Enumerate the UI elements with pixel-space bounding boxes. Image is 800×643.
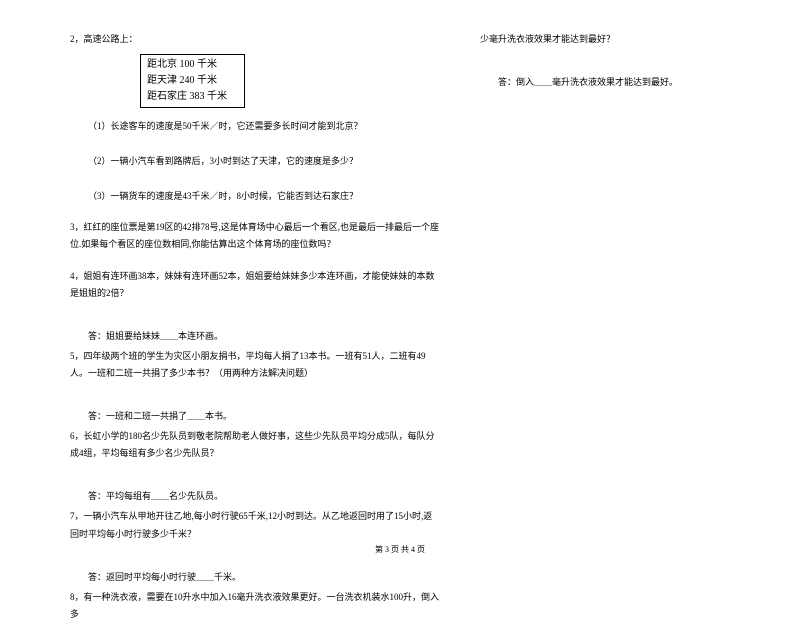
q2-head: 2，高速公路上： <box>70 31 440 48</box>
q8: 8，有一种洗衣液，需要在10升水中加入16毫升洗衣液效果更好。一台洗衣机装水10… <box>70 589 440 623</box>
q2-2: （2）一辆小汽车看到路牌后，3小时到达了天津，它的速度是多少？ <box>70 153 440 170</box>
q5-ans: 答：一班和二班一共捐了＿＿本书。 <box>70 408 440 425</box>
q7: 7，一辆小汽车从甲地开往乙地,每小时行驶65千米,12小时到达。从乙地返回时用了… <box>70 508 440 542</box>
right-column: 少毫升洗衣液效果才能达到最好？ 答：倒入＿＿毫升洗衣液效果才能达到最好。 <box>480 28 760 623</box>
q6: 6，长虹小学的180名少先队员到敬老院帮助老人做好事，这些少先队员平均分成5队，… <box>70 428 440 462</box>
q5: 5，四年级两个班的学生为灾区小朋友捐书，平均每人捐了13本书。一班有51人，二班… <box>70 348 440 382</box>
q2-3: （3）一辆货车的速度是43千米／时，8小时候，它能否到达石家庄？ <box>70 188 440 205</box>
q3: 3，红红的座位票是第19区的42排78号,这是体育场中心最后一个看区,也是最后一… <box>70 219 440 253</box>
q2-1: （1）长途客车的速度是50千米／时，它还需要多长时间才能到北京？ <box>70 118 440 135</box>
q4-ans: 答：姐姐要给妹妹＿＿本连环画。 <box>70 328 440 345</box>
q4: 4，姐姐有连环画38本，妹妹有连环画52本，姐姐要给妹妹多少本连环画，才能使妹妹… <box>70 268 440 302</box>
distance-box: 距北京 100 千米 距天津 240 千米 距石家庄 383 千米 <box>140 54 245 108</box>
box-line2: 距天津 240 千米 <box>147 73 238 89</box>
q7-ans: 答：返回时平均每小时行驶＿＿千米。 <box>70 569 440 586</box>
left-column: 2，高速公路上： 距北京 100 千米 距天津 240 千米 距石家庄 383 … <box>70 28 440 623</box>
box-line1: 距北京 100 千米 <box>147 57 238 73</box>
q8-cont: 少毫升洗衣液效果才能达到最好？ <box>480 31 760 48</box>
page-footer: 第 3 页 共 4 页 <box>0 544 800 555</box>
q8-ans: 答：倒入＿＿毫升洗衣液效果才能达到最好。 <box>480 74 760 91</box>
q6-ans: 答：平均每组有＿＿名少先队员。 <box>70 488 440 505</box>
box-line3: 距石家庄 383 千米 <box>147 89 238 105</box>
